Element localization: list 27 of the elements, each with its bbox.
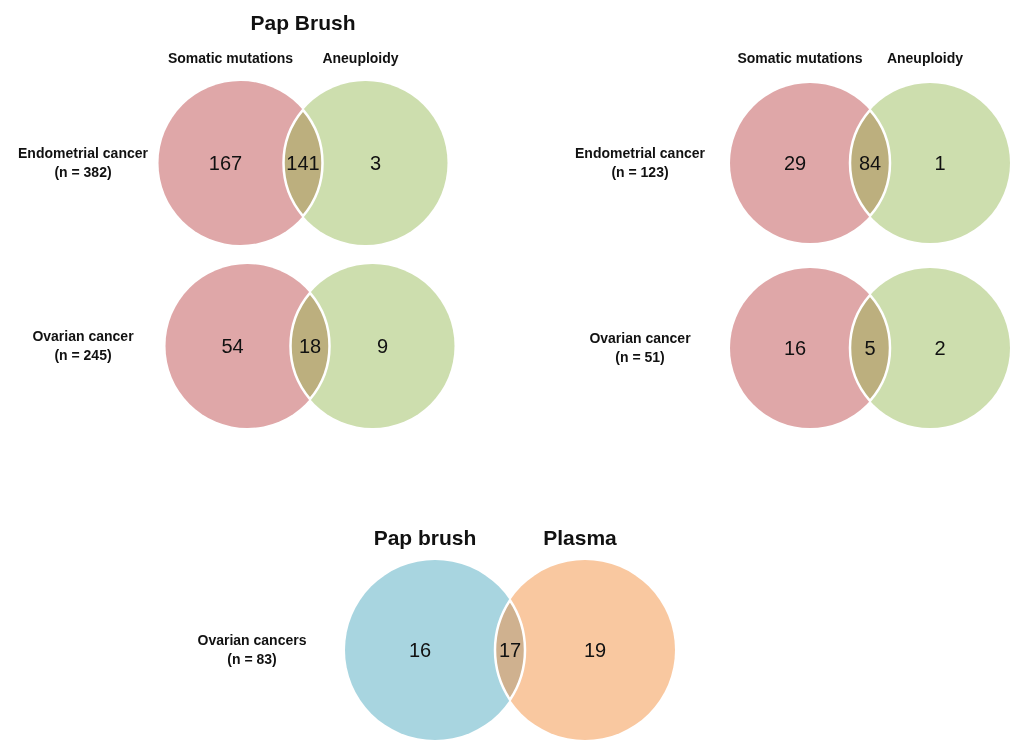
category-label: Aneuploidy — [886, 50, 964, 66]
category-label: Somatic mutations — [167, 50, 294, 66]
data-label: 167 — [208, 152, 243, 174]
data-label: 141 — [286, 152, 320, 174]
text: Ovarian cancer (n = 245) — [32, 327, 135, 363]
category-label: Aneuploidy — [322, 50, 399, 66]
data-label: 1 — [934, 152, 946, 174]
category-label: Plasma — [543, 526, 618, 549]
data-label: 18 — [298, 335, 322, 357]
text: Endometrial cancer (n = 123) — [575, 144, 706, 180]
data-label: 19 — [583, 639, 607, 661]
data-label: 2 — [934, 337, 946, 359]
data-label: 29 — [783, 152, 807, 174]
data-label: 5 — [864, 337, 876, 359]
text: Ovarian cancer (n = 51) — [589, 329, 692, 365]
text: Pap Brush — [250, 11, 356, 34]
text: Endometrial cancer (n = 382) — [18, 144, 149, 180]
data-label: 84 — [858, 152, 882, 174]
data-label: 16 — [783, 337, 807, 359]
data-label: 9 — [376, 335, 389, 357]
text: Ovarian cancers (n = 83) — [197, 631, 307, 667]
data-label: 3 — [369, 152, 382, 174]
category-label: Somatic mutations — [737, 50, 863, 66]
category-label: Pap brush — [373, 526, 477, 549]
data-label: 16 — [408, 639, 432, 661]
data-label: 54 — [221, 335, 244, 357]
data-label: 17 — [498, 639, 522, 661]
